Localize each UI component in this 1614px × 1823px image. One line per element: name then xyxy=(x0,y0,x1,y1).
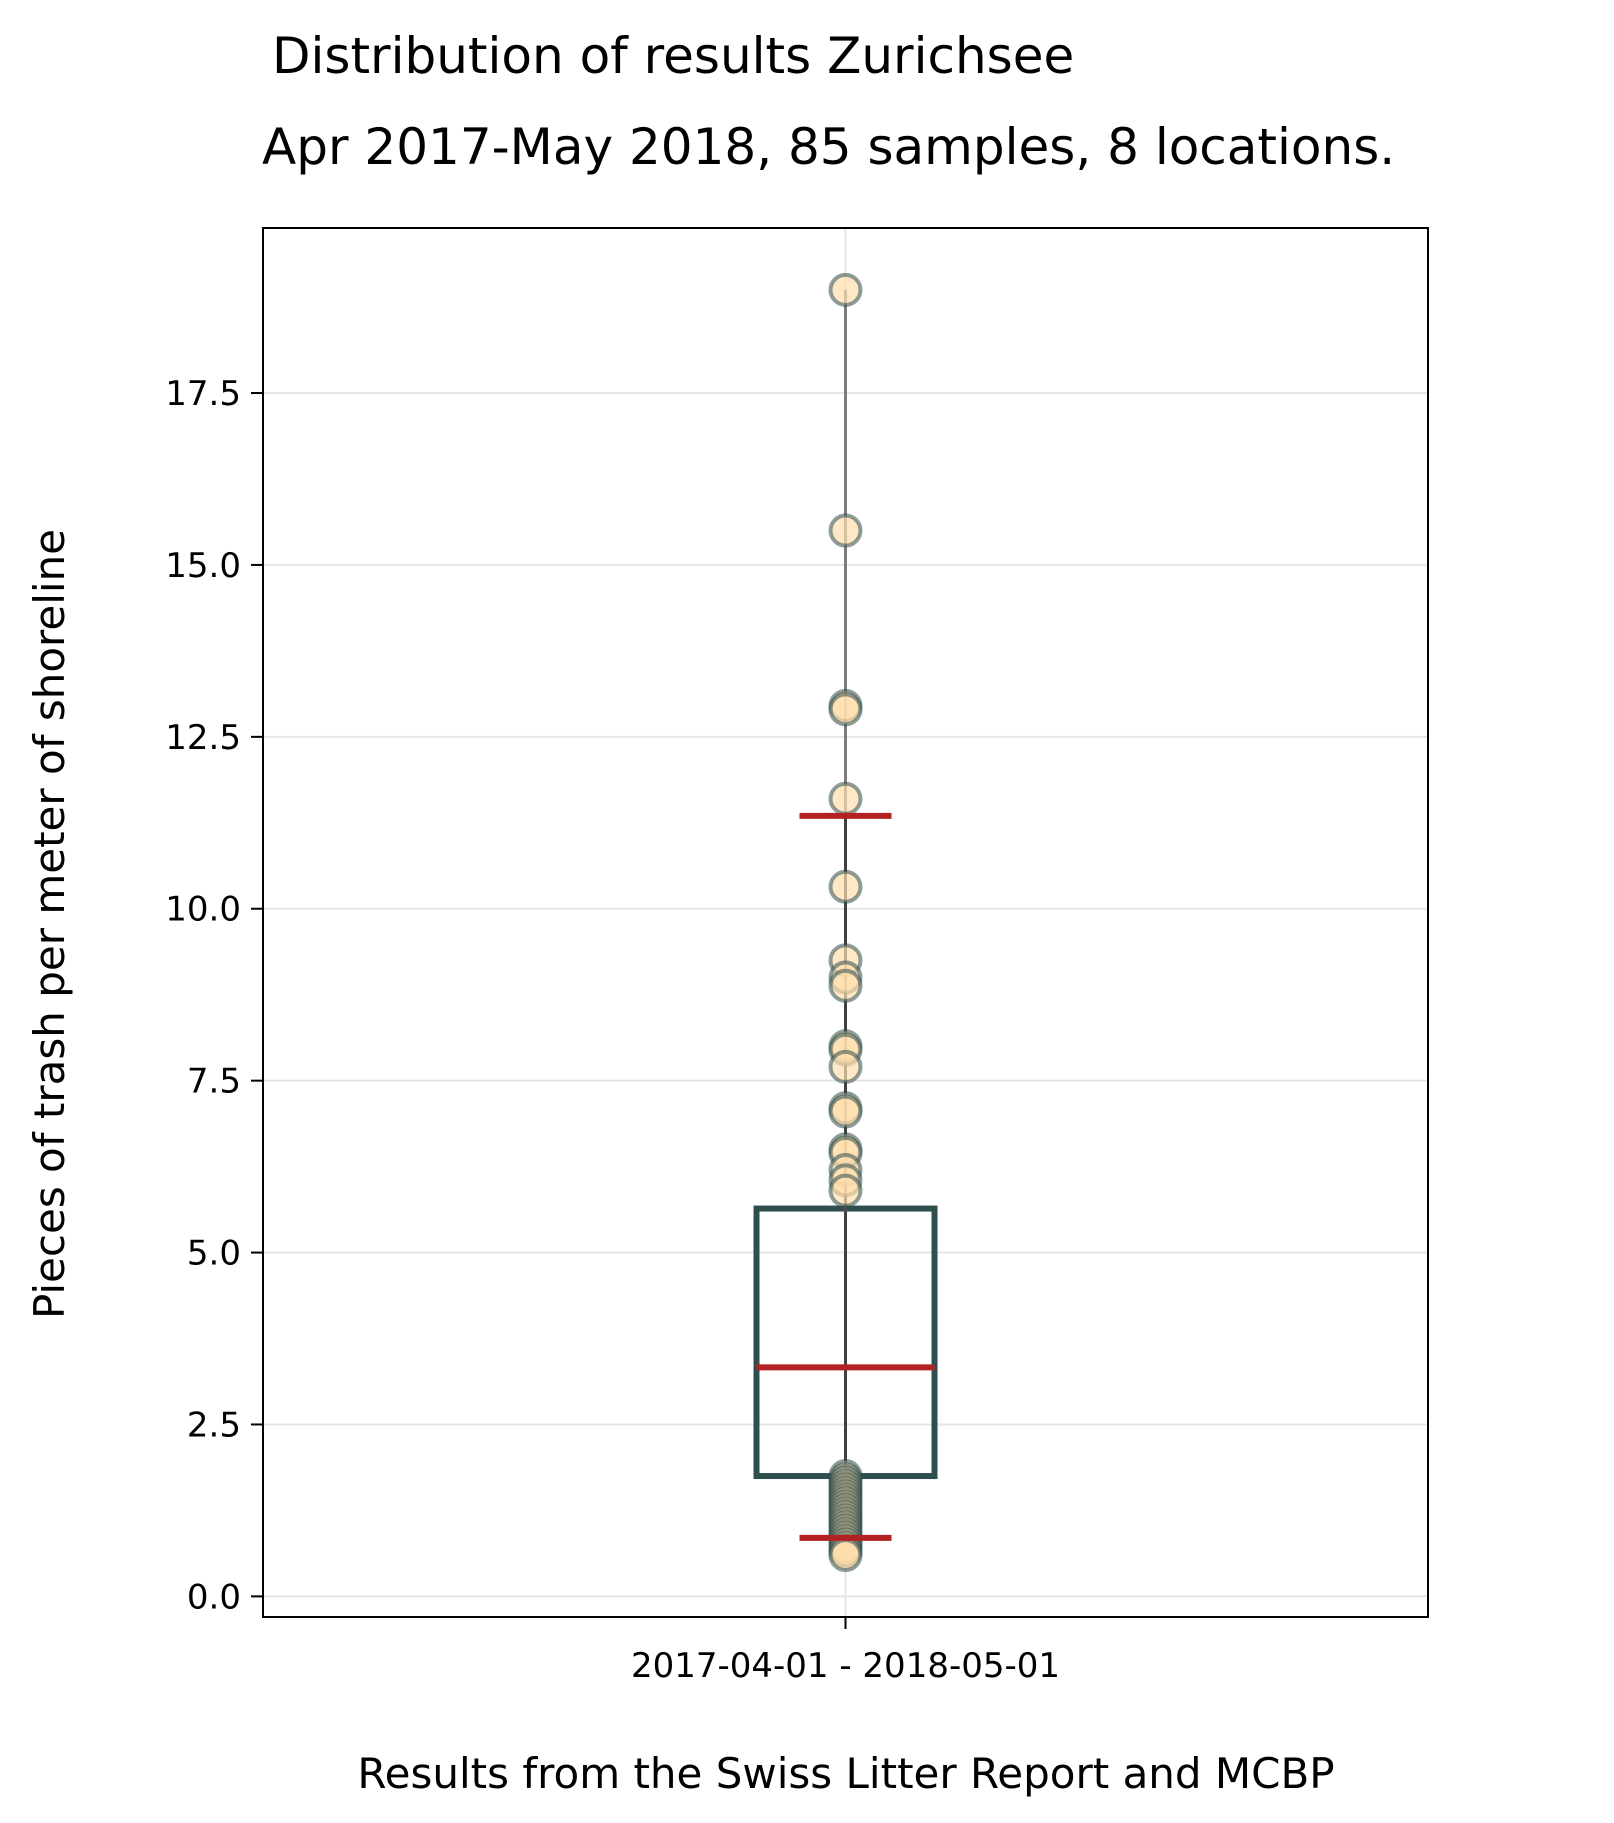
y-axis-ticks: 0.0 2.5 5.0 7.5 10.0 12.5 15.0 17.5 xyxy=(165,374,263,1617)
y-tick-label: 12.5 xyxy=(165,718,241,758)
data-point xyxy=(828,513,863,548)
y-tick-label: 15.0 xyxy=(165,546,241,586)
data-point xyxy=(828,968,863,1003)
y-tick-label: 17.5 xyxy=(165,374,241,414)
data-point xyxy=(828,1049,863,1084)
data-point xyxy=(828,272,863,307)
y-axis-label: Pieces of trash per meter of shoreline xyxy=(25,529,74,1319)
y-tick-label: 10.0 xyxy=(165,890,241,930)
x-axis-ticks: 2017-04-01 - 2018-05-01 xyxy=(631,1617,1060,1686)
x-axis-label: Results from the Swiss Litter Report and… xyxy=(357,1749,1334,1798)
chart-title: Distribution of results Zurichsee xyxy=(272,27,1074,85)
y-tick-label: 5.0 xyxy=(187,1234,241,1274)
y-tick-label: 0.0 xyxy=(187,1577,241,1617)
y-tick-label: 2.5 xyxy=(187,1405,241,1445)
data-point xyxy=(828,781,863,816)
chart-subtitle: Apr 2017-May 2018, 85 samples, 8 locatio… xyxy=(262,118,1395,176)
x-tick-label: 2017-04-01 - 2018-05-01 xyxy=(631,1646,1060,1686)
data-point xyxy=(828,869,863,904)
data-point xyxy=(828,692,863,727)
y-tick-label: 7.5 xyxy=(187,1062,241,1102)
data-point xyxy=(828,1538,863,1573)
data-point xyxy=(828,1173,863,1208)
plot-frame xyxy=(262,227,1429,1618)
data-point xyxy=(828,1094,863,1129)
plot-marks xyxy=(753,272,938,1573)
